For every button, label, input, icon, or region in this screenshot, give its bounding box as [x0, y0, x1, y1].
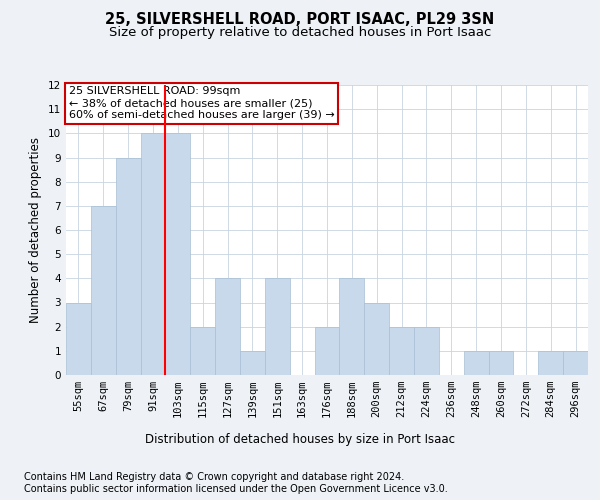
Text: Contains public sector information licensed under the Open Government Licence v3: Contains public sector information licen…: [24, 484, 448, 494]
Bar: [66, 302, 91, 375]
Bar: [314, 326, 340, 375]
Bar: [215, 278, 240, 375]
Bar: [116, 158, 140, 375]
Y-axis label: Number of detached properties: Number of detached properties: [29, 137, 43, 323]
Bar: [240, 351, 265, 375]
Text: 25, SILVERSHELL ROAD, PORT ISAAC, PL29 3SN: 25, SILVERSHELL ROAD, PORT ISAAC, PL29 3…: [106, 12, 494, 28]
Bar: [140, 134, 166, 375]
Bar: [563, 351, 588, 375]
Bar: [166, 134, 190, 375]
Bar: [190, 326, 215, 375]
Text: Distribution of detached houses by size in Port Isaac: Distribution of detached houses by size …: [145, 432, 455, 446]
Bar: [389, 326, 414, 375]
Bar: [265, 278, 290, 375]
Bar: [414, 326, 439, 375]
Bar: [538, 351, 563, 375]
Text: Size of property relative to detached houses in Port Isaac: Size of property relative to detached ho…: [109, 26, 491, 39]
Bar: [91, 206, 116, 375]
Text: Contains HM Land Registry data © Crown copyright and database right 2024.: Contains HM Land Registry data © Crown c…: [24, 472, 404, 482]
Bar: [364, 302, 389, 375]
Bar: [340, 278, 364, 375]
Text: 25 SILVERSHELL ROAD: 99sqm
← 38% of detached houses are smaller (25)
60% of semi: 25 SILVERSHELL ROAD: 99sqm ← 38% of deta…: [68, 86, 334, 120]
Bar: [464, 351, 488, 375]
Bar: [488, 351, 514, 375]
